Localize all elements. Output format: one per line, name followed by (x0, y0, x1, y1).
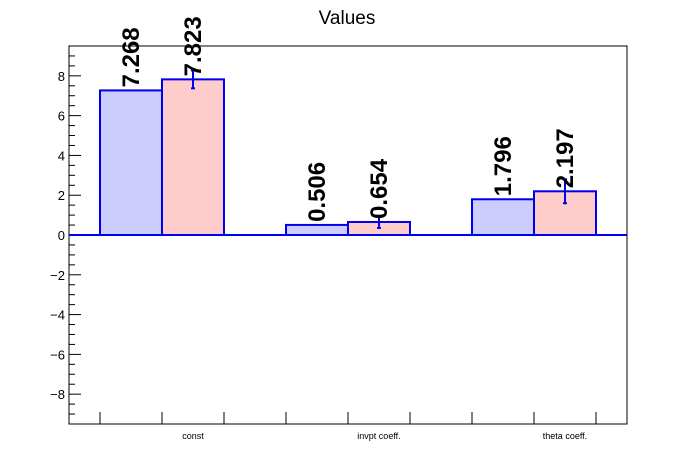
value-label: 0.654 (366, 158, 393, 219)
y-tick-label: 0 (58, 228, 65, 243)
y-tick-label: 2 (58, 188, 65, 203)
y-tick-label: −6 (50, 347, 65, 362)
y-tick-label: 4 (58, 148, 65, 163)
y-tick-label: −2 (50, 268, 65, 283)
value-label: 1.796 (490, 136, 517, 196)
value-label: 7.823 (180, 16, 207, 76)
bar (161, 78, 225, 236)
bar (471, 198, 535, 237)
bar (285, 223, 349, 236)
x-category-label: const (182, 431, 204, 441)
bar (99, 89, 164, 236)
y-tick-label: 8 (58, 69, 65, 84)
value-label: 7.268 (118, 27, 145, 87)
value-label: 2.197 (552, 128, 579, 188)
y-tick-label: −8 (50, 387, 65, 402)
x-category-label: theta coeff. (543, 431, 587, 441)
y-tick-label: 6 (58, 109, 65, 124)
chart-title: Values (319, 8, 376, 29)
value-label: 0.506 (304, 162, 331, 222)
x-category-label: invpt coeff. (357, 431, 400, 441)
y-tick-label: −4 (50, 308, 65, 323)
